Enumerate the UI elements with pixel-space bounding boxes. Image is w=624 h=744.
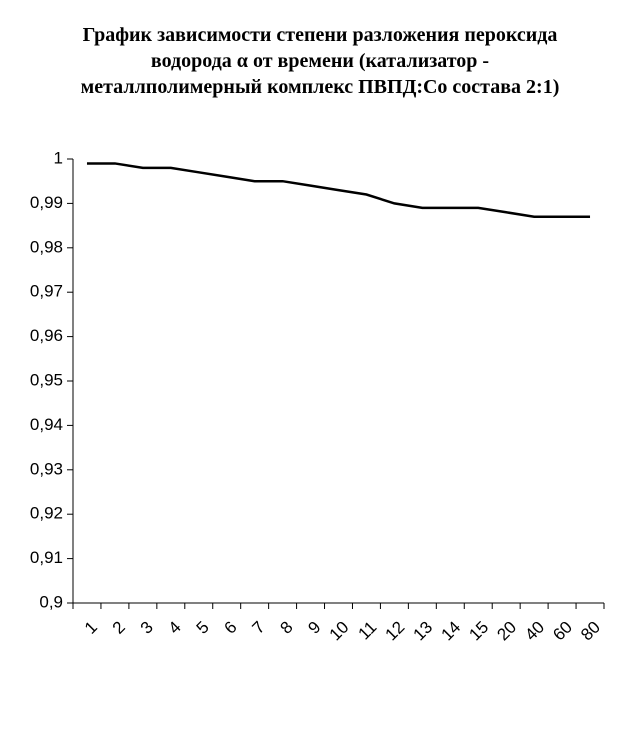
y-tick-label: 0,92: [30, 504, 63, 523]
chart-title: График зависимости степени разложения пе…: [80, 24, 560, 98]
x-tick-label: 60: [549, 618, 576, 645]
y-tick-label: 0,98: [30, 237, 63, 256]
x-tick-label: 4: [165, 618, 185, 638]
x-tick-label: 6: [221, 618, 241, 638]
x-tick-label: 15: [465, 618, 492, 645]
x-tick-label: 40: [521, 618, 548, 645]
y-tick-label: 0,91: [30, 548, 63, 567]
x-tick-label: 9: [304, 618, 324, 638]
y-tick-label: 0,99: [30, 193, 63, 212]
y-tick-label: 0,93: [30, 459, 63, 478]
x-tick-label: 14: [437, 618, 464, 645]
x-tick-label: 1: [81, 618, 101, 638]
x-tick-label: 8: [276, 618, 296, 638]
y-tick-label: 0,94: [30, 415, 63, 434]
x-tick-label: 20: [493, 618, 520, 645]
x-tick-label: 7: [249, 618, 269, 638]
y-tick-label: 0,95: [30, 370, 63, 389]
x-tick-label: 2: [109, 618, 129, 638]
x-tick-label: 13: [410, 618, 437, 645]
x-tick-label: 80: [577, 618, 604, 645]
data-line: [86, 162, 591, 218]
y-tick-label: 0,97: [30, 282, 63, 301]
x-tick-label: 10: [326, 618, 353, 645]
y-tick-label: 0,96: [30, 326, 63, 345]
x-tick-label: 5: [193, 618, 213, 638]
y-tick-label: 1: [54, 148, 63, 167]
y-tick-label: 0,9: [39, 592, 63, 611]
x-tick-label: 12: [382, 618, 409, 645]
x-tick-label: 3: [137, 618, 157, 638]
x-tick-label: 11: [355, 618, 381, 644]
